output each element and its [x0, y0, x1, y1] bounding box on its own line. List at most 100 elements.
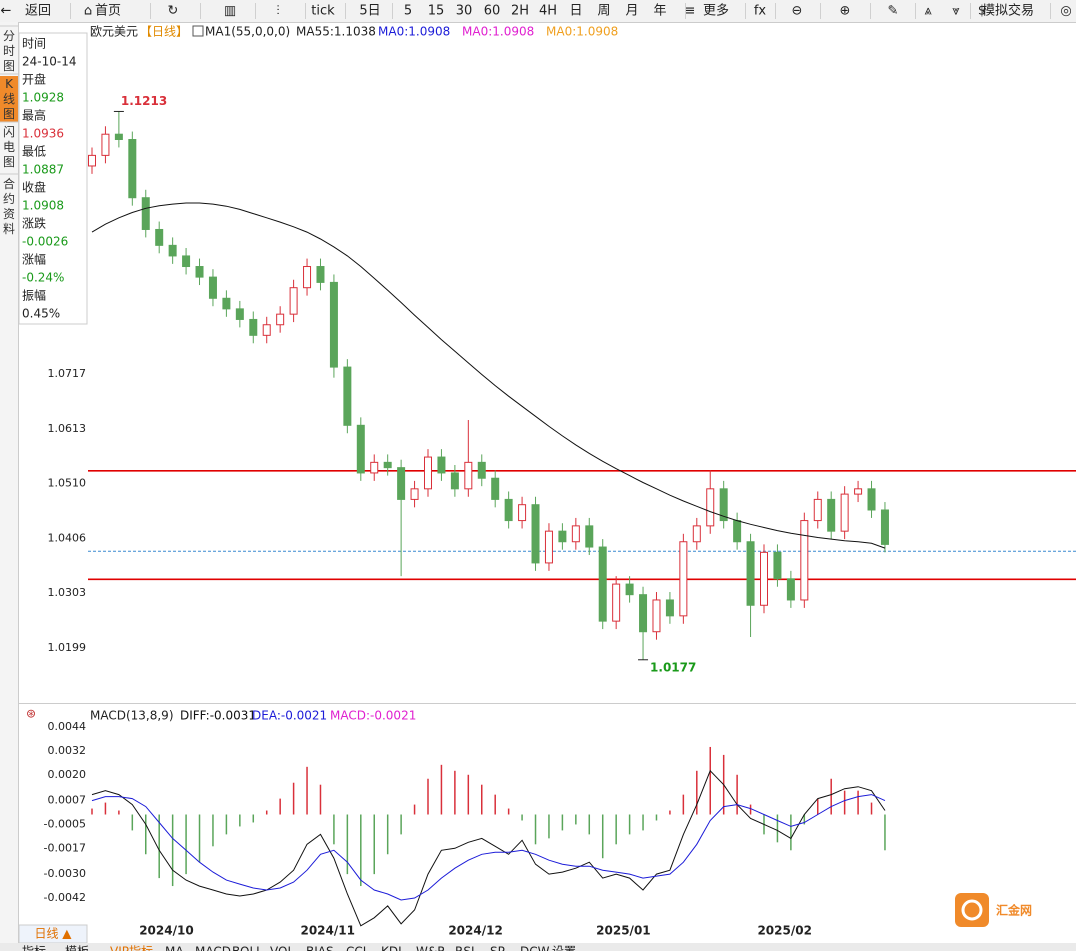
toolbar-button[interactable]: 月 — [625, 4, 638, 19]
candle-body — [491, 477, 500, 500]
bottom-tab[interactable]: BOLL — [232, 945, 263, 951]
toolbar-button[interactable]: 30 — [456, 4, 473, 19]
y-tick-label: -0.0005 — [44, 817, 86, 830]
ma-line — [91, 202, 886, 549]
logo-text: 汇金网 — [996, 903, 1032, 918]
info-label: 最低 — [22, 145, 46, 159]
candle-body — [800, 520, 809, 601]
bottom-tabs — [0, 943, 1076, 951]
toolbar-button[interactable]: 返回 — [25, 4, 51, 19]
candle-body — [558, 530, 567, 543]
legend-item: MA0:1.0908 — [378, 25, 450, 39]
toolbar-button[interactable]: 60 — [484, 4, 501, 19]
bottom-tab[interactable]: 指标 — [22, 944, 46, 951]
bottom-tab[interactable]: CCI — [346, 945, 366, 951]
sidebar-tab[interactable]: 闪电图 — [3, 125, 15, 169]
toolbar-button[interactable]: 首页 — [95, 4, 121, 19]
toolbar-icon[interactable]: ⩓ — [924, 4, 932, 19]
candle-body — [424, 456, 432, 490]
y-tick-label: 1.0510 — [48, 477, 87, 490]
candle-body — [101, 133, 110, 156]
candle-body — [679, 541, 688, 617]
toolbar-icon[interactable]: ▥ — [224, 4, 236, 19]
toolbar-button[interactable]: 5 — [404, 4, 412, 19]
sidebar-tab[interactable]: K 线图 — [3, 77, 15, 121]
legend-item: 欧元美元 — [90, 25, 138, 39]
toolbar-icon[interactable]: ◎ — [1060, 4, 1071, 19]
toolbar-button[interactable]: 模拟交易 — [982, 3, 1034, 19]
info-label: 收盘 — [22, 180, 46, 195]
legend-item: MA0:1.0908 — [546, 25, 618, 39]
candle-body — [585, 525, 594, 548]
candle-body — [343, 366, 352, 426]
info-value: 1.0908 — [22, 199, 64, 213]
candle-body — [880, 509, 889, 545]
macd-line — [91, 794, 886, 901]
sidebar-tab[interactable]: 合约资料 — [3, 176, 15, 236]
info-label: 时间 — [22, 37, 46, 51]
info-panel — [18, 32, 88, 325]
bottom-tab[interactable]: KDJ — [381, 945, 402, 951]
y-tick-label: 1.0406 — [48, 532, 87, 545]
toolbar-icon[interactable]: ⌂ — [84, 4, 92, 19]
toolbar-icon[interactable]: ⊖ — [792, 4, 803, 19]
bottom-tab[interactable]: W&R — [416, 945, 446, 951]
info-label: 最高 — [22, 108, 46, 123]
bottom-tab[interactable]: BIAS — [306, 945, 334, 951]
candle-body — [854, 488, 863, 495]
info-label: 涨幅 — [22, 252, 46, 267]
candle-body — [504, 498, 513, 522]
toolbar-button[interactable]: 4H — [539, 4, 557, 19]
candle-body — [786, 578, 795, 601]
y-tick-label: 1.0613 — [48, 422, 87, 435]
toolbar-icon[interactable]: ✎ — [888, 4, 899, 19]
toolbar-icon[interactable]: ⩔ — [952, 4, 959, 19]
candle-body — [652, 599, 661, 633]
toolbar-icon[interactable]: ⊕ — [840, 4, 851, 19]
candle-body — [222, 297, 231, 310]
toolbar-icon[interactable]: ← — [1, 4, 12, 19]
toolbar-button[interactable]: fx — [754, 4, 767, 19]
logo-icon — [955, 893, 989, 927]
sidebar-tab-active — [0, 76, 18, 122]
bottom-tab[interactable]: DCW — [520, 945, 550, 951]
candle-body — [840, 493, 849, 532]
candle-body — [719, 488, 728, 522]
toolbar-button[interactable]: 15 — [428, 4, 445, 19]
sidebar-tab[interactable]: 分时图 — [3, 29, 15, 73]
toolbar-button[interactable]: 2H — [511, 4, 529, 19]
info-value: 1.0928 — [22, 91, 64, 105]
candle-body — [168, 244, 177, 257]
candle-body — [531, 504, 540, 564]
period-label[interactable]: 日线 ▲ — [34, 927, 72, 941]
legend-item: MA0:1.0908 — [462, 25, 534, 39]
toolbar-button[interactable]: 更多 — [703, 3, 729, 19]
toolbar-button[interactable]: tick — [311, 4, 335, 19]
x-tick-label: 2025/02 — [757, 924, 811, 938]
toolbar-icon[interactable]: ↻ — [168, 4, 179, 19]
bottom-tab[interactable]: VIP指标 — [110, 944, 153, 951]
bottom-tab[interactable]: 模板 — [65, 945, 89, 951]
macd-legend: DEA:-0.0021 — [252, 709, 327, 723]
macd-icon: ⊛ — [26, 707, 36, 721]
candle-body — [114, 133, 123, 140]
legend-item: MA55:1.1038 — [296, 25, 376, 39]
info-value: 1.0936 — [22, 127, 64, 141]
toolbar-button[interactable]: 日 — [569, 4, 582, 19]
toolbar-icon[interactable]: $ — [978, 4, 986, 19]
bottom-tab[interactable]: RSI — [455, 945, 475, 951]
toolbar — [0, 0, 1076, 22]
toolbar-button[interactable]: 5日 — [359, 4, 380, 19]
bottom-tab[interactable]: MACD — [195, 945, 231, 951]
bottom-tab[interactable]: SP — [490, 945, 505, 951]
toolbar-button[interactable]: 周 — [597, 4, 610, 19]
toolbar-icon[interactable]: ⫶ — [276, 4, 279, 19]
toolbar-button[interactable]: 年 — [653, 4, 666, 19]
bottom-tab[interactable]: MA — [165, 945, 184, 951]
toolbar-icon[interactable]: ≡ — [685, 4, 696, 19]
bottom-tab[interactable]: VOL — [270, 945, 294, 951]
candle-body — [208, 276, 217, 299]
bottom-tab[interactable]: 设置 — [552, 945, 576, 951]
